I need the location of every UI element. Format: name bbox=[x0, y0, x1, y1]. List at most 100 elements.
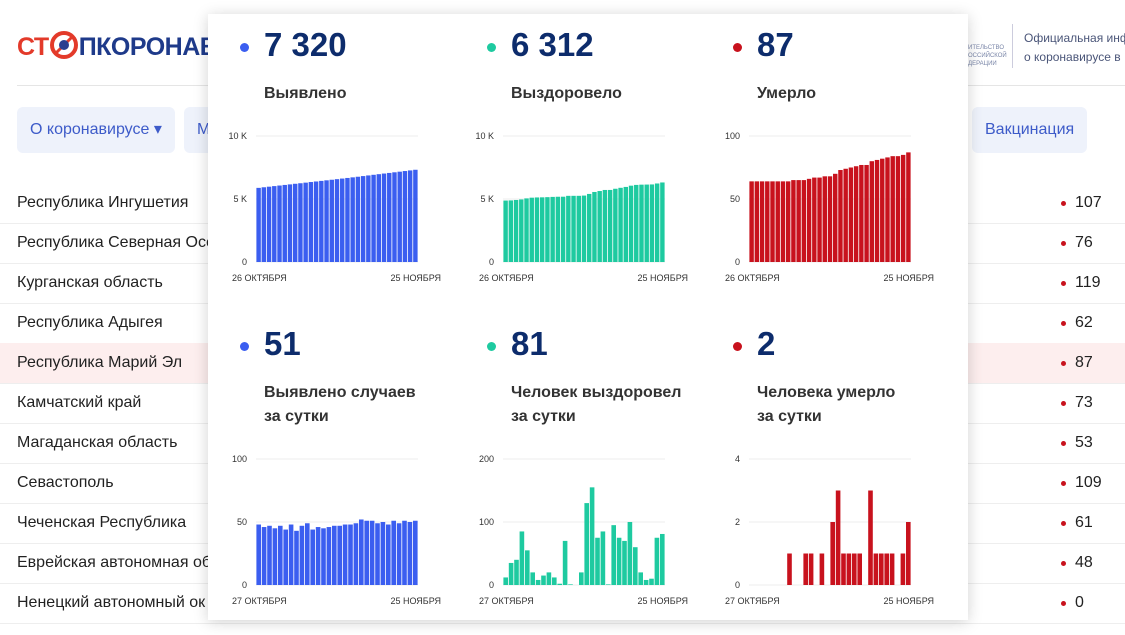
bar bbox=[272, 186, 277, 262]
bar bbox=[324, 180, 329, 262]
info-line: Официальная инф bbox=[1024, 31, 1125, 45]
bar bbox=[660, 533, 665, 585]
region-value: 87 bbox=[1075, 354, 1093, 371]
bar bbox=[830, 522, 835, 585]
bar bbox=[525, 550, 530, 585]
region-name: Магаданская область bbox=[17, 434, 178, 451]
legend-dot bbox=[733, 342, 742, 351]
y-tick-label: 50 bbox=[237, 517, 247, 527]
bar bbox=[846, 553, 852, 585]
bar bbox=[587, 193, 592, 262]
chart-title: Умерло bbox=[757, 82, 816, 106]
dot bbox=[1061, 201, 1066, 206]
headline-number: 51 bbox=[264, 325, 301, 362]
bar bbox=[628, 185, 634, 262]
bar bbox=[906, 522, 911, 585]
bar bbox=[292, 183, 298, 262]
x-tick-label: 27 ОКТЯБРЯ bbox=[232, 596, 287, 606]
bar bbox=[369, 520, 375, 585]
bar bbox=[568, 584, 573, 585]
bar bbox=[611, 525, 616, 585]
bar bbox=[541, 575, 546, 585]
chart: 0 5 K 10 K 26 ОКТЯБРЯ 25 НОЯБРЯ bbox=[475, 131, 688, 283]
region-value: 109 bbox=[1075, 474, 1102, 491]
bar bbox=[277, 185, 282, 262]
bar bbox=[508, 200, 514, 262]
bar bbox=[508, 562, 514, 585]
bar bbox=[791, 180, 796, 262]
bar bbox=[806, 178, 812, 262]
bar bbox=[900, 553, 906, 585]
bar bbox=[514, 559, 519, 585]
chart-title-line: за сутки bbox=[757, 408, 822, 425]
bar bbox=[571, 195, 576, 262]
x-tick-label: 26 ОКТЯБРЯ bbox=[232, 273, 287, 283]
y-tick-label: 0 bbox=[242, 257, 247, 267]
bar bbox=[305, 523, 310, 585]
bar bbox=[407, 522, 413, 585]
y-tick-label: 2 bbox=[735, 517, 740, 527]
region-name: Еврейская автономная об bbox=[17, 554, 211, 571]
legend-dot bbox=[487, 342, 496, 351]
bar bbox=[261, 527, 267, 585]
bar bbox=[879, 553, 884, 585]
bar bbox=[272, 528, 278, 585]
bar bbox=[266, 186, 272, 262]
table-row: Ненецкий автономный ок 0 bbox=[0, 583, 1125, 624]
bar bbox=[780, 181, 786, 262]
bar bbox=[885, 157, 890, 262]
x-tick-label: 26 ОКТЯБРЯ bbox=[479, 273, 534, 283]
bar bbox=[334, 179, 340, 262]
region-value: 62 bbox=[1075, 314, 1093, 331]
bar bbox=[267, 525, 272, 585]
bar bbox=[321, 528, 326, 585]
region-name: Республика Адыгея bbox=[17, 314, 163, 331]
bar bbox=[529, 197, 534, 262]
bar bbox=[775, 181, 780, 262]
bar bbox=[579, 572, 584, 585]
chart-title-line: Выздоровело bbox=[511, 85, 622, 102]
chart-title: Выявлено случаев за сутки bbox=[264, 381, 416, 429]
bar bbox=[350, 177, 355, 262]
bar bbox=[287, 184, 293, 262]
bar bbox=[348, 524, 353, 585]
bar bbox=[397, 171, 402, 262]
bar bbox=[319, 180, 324, 262]
bar bbox=[785, 181, 791, 262]
region-value: 76 bbox=[1075, 234, 1093, 251]
bar bbox=[326, 527, 332, 585]
chart-title-line: Выявлено случаев bbox=[264, 384, 416, 401]
y-tick-label: 5 K bbox=[480, 194, 494, 204]
bar bbox=[519, 199, 524, 262]
bar bbox=[606, 584, 611, 585]
bar bbox=[337, 525, 342, 585]
bar bbox=[303, 182, 308, 262]
chart-title-line: Умерло bbox=[757, 85, 816, 102]
bar bbox=[859, 164, 864, 262]
region-name: Севастополь bbox=[17, 474, 114, 491]
bar bbox=[380, 522, 386, 585]
dot bbox=[1061, 601, 1066, 606]
bar bbox=[413, 169, 418, 262]
bar bbox=[359, 519, 364, 585]
dot bbox=[1061, 361, 1066, 366]
x-tick-label: 25 НОЯБРЯ bbox=[883, 596, 934, 606]
bar bbox=[294, 530, 299, 585]
bar bbox=[392, 172, 397, 262]
bar bbox=[759, 181, 765, 262]
bar bbox=[638, 572, 643, 585]
logo-text: СТ bbox=[17, 33, 49, 61]
chart: 0 5 K 10 K 26 ОКТЯБРЯ 25 НОЯБРЯ bbox=[228, 131, 441, 283]
nav-button[interactable]: О коронавирусе ▾ bbox=[17, 107, 175, 153]
bar bbox=[340, 178, 345, 262]
chart-title-line: Выявлено bbox=[264, 85, 347, 102]
bar bbox=[345, 177, 350, 262]
chart-title-line: Человека умерло bbox=[757, 384, 896, 401]
region-value: 48 bbox=[1075, 554, 1093, 571]
chart: 0 100 200 27 ОКТЯБРЯ 25 НОЯБРЯ bbox=[479, 454, 688, 606]
bar bbox=[584, 503, 589, 585]
nav-button[interactable]: Вакцинация bbox=[972, 107, 1088, 153]
info: Официальная инф о коронавирусе в bbox=[1024, 29, 1125, 67]
x-tick-label: 27 ОКТЯБРЯ bbox=[479, 596, 534, 606]
bar bbox=[627, 522, 633, 585]
